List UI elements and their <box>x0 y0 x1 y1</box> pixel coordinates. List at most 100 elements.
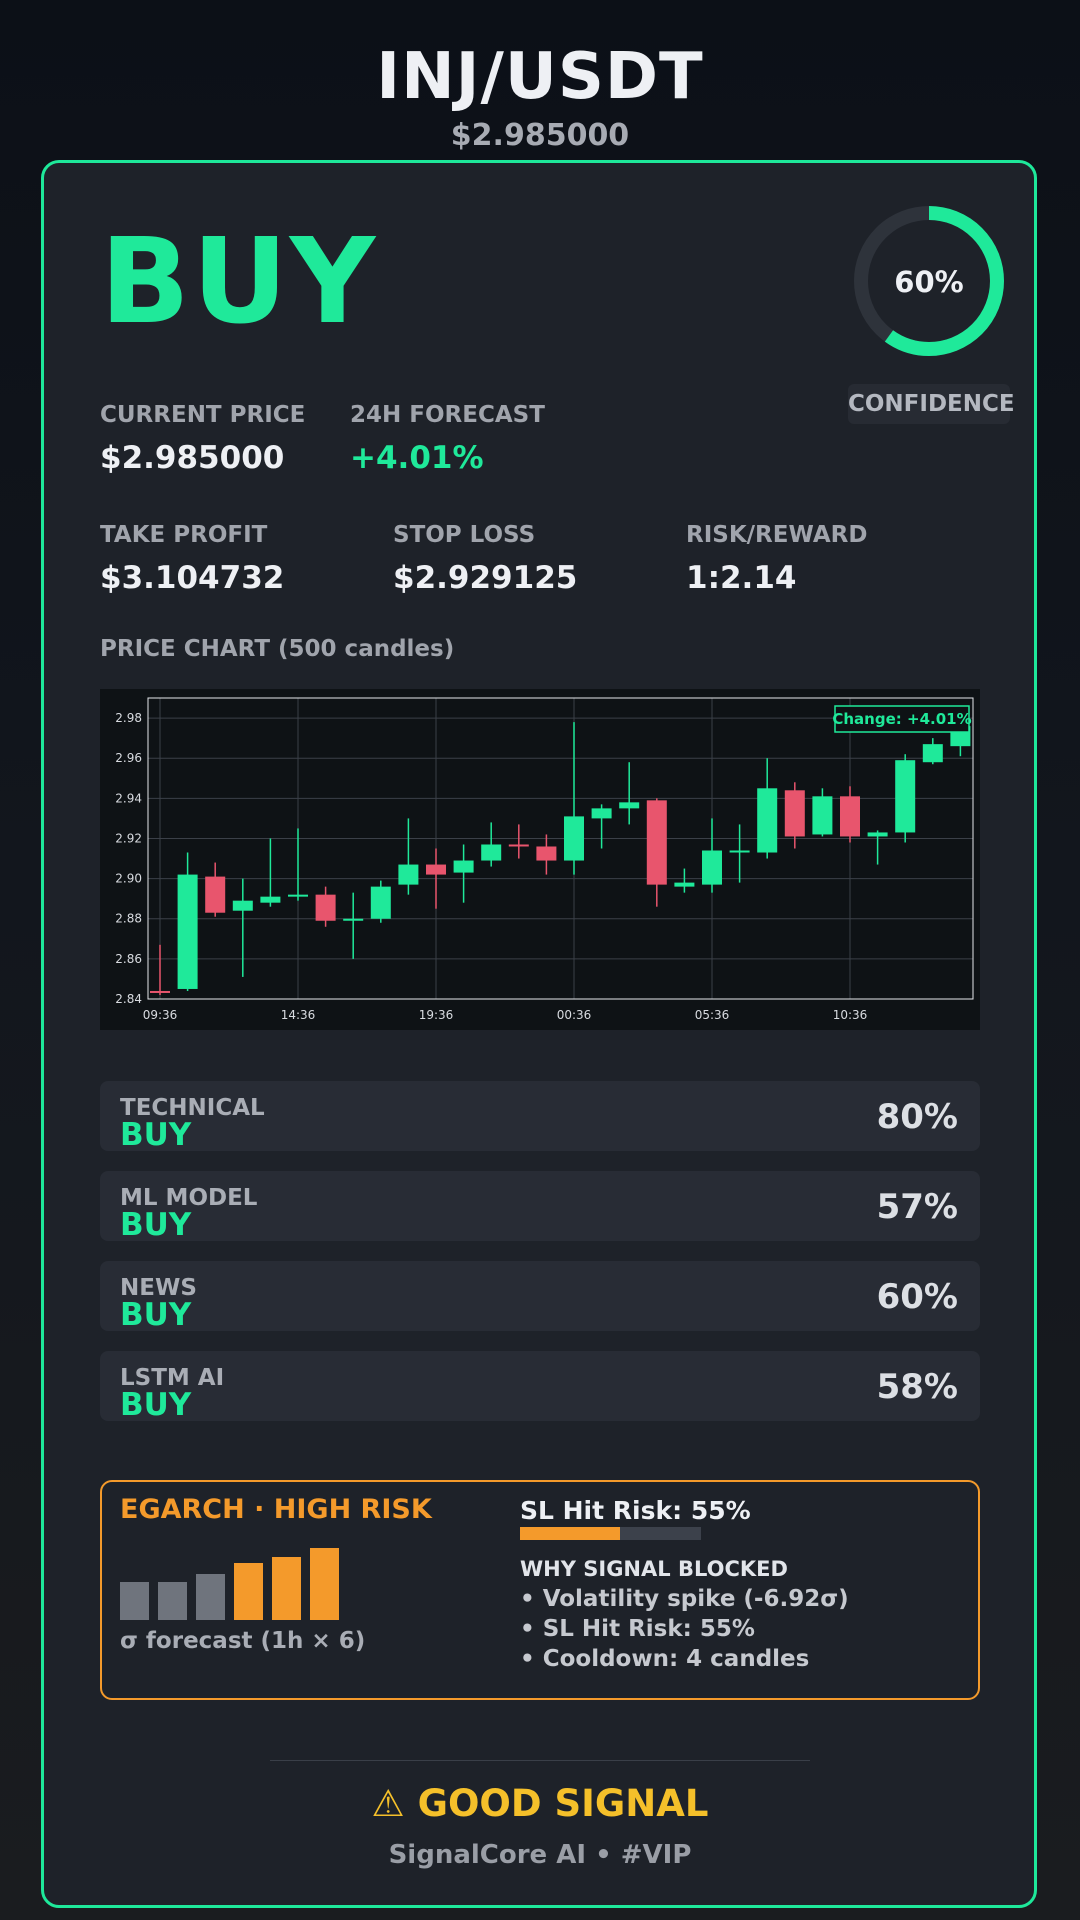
candle-body <box>232 900 253 911</box>
x-tick-label: 19:36 <box>419 1008 454 1022</box>
candle-body <box>702 850 722 885</box>
warning-icon: ⚠ <box>371 1782 405 1825</box>
candle <box>757 758 778 859</box>
header-price: $2.985000 <box>450 118 630 153</box>
sigma-bar <box>158 1581 187 1620</box>
candle <box>343 892 364 959</box>
candle <box>232 878 253 977</box>
model-name: ML MODEL <box>120 1185 258 1211</box>
pair-title: INJ/USDT <box>376 40 704 114</box>
candle <box>260 838 281 907</box>
y-tick-label: 2.94 <box>115 791 142 805</box>
x-tick-label: 10:36 <box>833 1008 868 1022</box>
take-profit-label: TAKE PROFIT <box>100 522 268 548</box>
candle <box>895 754 916 843</box>
candle-body <box>205 876 226 913</box>
sl-hit-risk-label: SL Hit Risk: 55% <box>520 1496 751 1525</box>
candle-body <box>398 864 419 885</box>
candle <box>398 818 419 895</box>
x-tick-label: 14:36 <box>281 1008 316 1022</box>
plot-border <box>147 697 974 1000</box>
x-tick-label: 00:36 <box>557 1008 592 1022</box>
y-tick-label: 2.90 <box>115 872 142 886</box>
risk-reward-label: RISK/REWARD <box>686 522 868 548</box>
candle <box>536 834 557 875</box>
candle <box>646 798 667 907</box>
candle <box>370 880 391 923</box>
candle-body <box>729 850 750 853</box>
chart-frame: 2.84 2.86 2.88 2.90 2.92 2.94 2.96 2.98 09:36 14:… <box>100 689 980 1030</box>
candle <box>564 722 584 875</box>
candle <box>867 830 888 865</box>
stop-loss-value: $2.929125 <box>393 560 578 596</box>
confidence-value: 60% <box>894 265 963 299</box>
candle-body <box>288 894 308 897</box>
candle-body <box>591 808 612 819</box>
brand-footer: SignalCore AI • #VIP <box>388 1840 692 1870</box>
candle <box>840 786 860 843</box>
model-row: ML MODEL BUY 57% <box>100 1171 980 1243</box>
model-name: LSTM AI <box>120 1365 225 1391</box>
why-blocked-item: • Cooldown: 4 candles <box>520 1646 810 1672</box>
sigma-forecast-label: σ forecast (1h × 6) <box>120 1628 366 1654</box>
candle-body <box>812 796 833 835</box>
candle-body <box>619 802 640 809</box>
candle-body <box>757 788 778 853</box>
candle <box>812 788 833 837</box>
model-name: NEWS <box>120 1275 197 1301</box>
sigma-bar <box>310 1548 339 1620</box>
egarch-title: EGARCH · HIGH RISK <box>120 1494 432 1525</box>
candle <box>922 738 943 765</box>
sigma-bar <box>272 1556 301 1620</box>
why-blocked-item: • SL Hit Risk: 55% <box>520 1616 755 1642</box>
candle-body <box>867 832 888 837</box>
model-signal: BUY <box>120 1297 192 1333</box>
forecast-label: 24H FORECAST <box>350 402 545 428</box>
candle-body <box>177 874 198 989</box>
confidence-gauge: 60% <box>854 206 1004 356</box>
candle <box>729 824 750 883</box>
model-row: LSTM AI BUY 58% <box>100 1351 980 1423</box>
candle-body <box>453 860 474 873</box>
model-confidence: 60% <box>876 1277 958 1317</box>
sigma-bar <box>120 1581 149 1620</box>
x-tick-label: 09:36 <box>143 1008 178 1022</box>
candle-body <box>260 896 281 903</box>
candle <box>177 852 198 991</box>
candle <box>205 862 226 917</box>
candle <box>315 886 336 927</box>
model-row: TECHNICAL BUY 80% <box>100 1081 980 1153</box>
candle-body <box>370 886 391 919</box>
candle-body <box>922 744 943 763</box>
candle <box>150 944 170 995</box>
candle <box>426 848 446 909</box>
candle-body <box>150 990 170 993</box>
change-annotation-box <box>834 705 970 733</box>
candle <box>288 828 308 901</box>
signal-label: BUY <box>100 212 378 350</box>
verdict-text: GOOD SIGNAL <box>417 1782 709 1825</box>
y-tick-label: 2.98 <box>115 711 142 725</box>
candle <box>784 782 805 849</box>
candle-body <box>481 844 502 861</box>
y-tick-label: 2.92 <box>115 831 142 845</box>
current-price-value: $2.985000 <box>100 440 285 476</box>
divider <box>270 1760 810 1761</box>
candle <box>453 844 474 903</box>
price-chart: 2.84 2.86 2.88 2.90 2.92 2.94 2.96 2.98 09:36 14:… <box>115 697 974 1022</box>
y-tick-label: 2.84 <box>115 992 142 1006</box>
candle <box>702 818 722 893</box>
gauge-arc <box>854 206 1004 356</box>
sl-hit-risk-fill <box>520 1527 620 1540</box>
candle-body <box>784 790 805 837</box>
risk-panel <box>100 1480 980 1700</box>
x-tick-label: 05:36 <box>695 1008 730 1022</box>
candle-body <box>315 894 336 921</box>
candle-body <box>674 882 695 887</box>
candle <box>591 804 612 849</box>
model-confidence: 58% <box>876 1367 958 1407</box>
candle-body <box>343 918 364 921</box>
candle <box>619 762 640 825</box>
chart-title: PRICE CHART (500 candles) <box>100 636 455 662</box>
y-tick-label: 2.86 <box>115 952 142 966</box>
